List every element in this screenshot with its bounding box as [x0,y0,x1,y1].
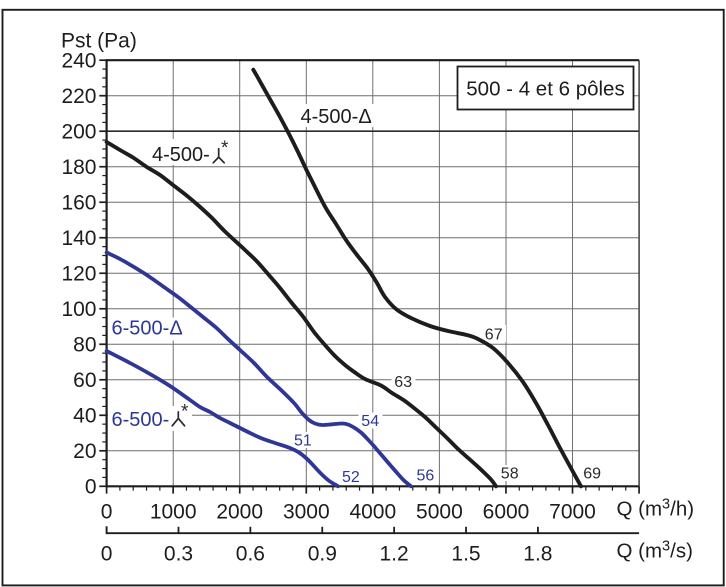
svg-text:58: 58 [501,466,519,483]
svg-text:Q (m3/h): Q (m3/h) [617,496,695,520]
svg-text:220: 220 [61,85,96,108]
svg-text:0.6: 0.6 [236,543,265,566]
svg-text:7000: 7000 [549,500,596,523]
svg-text:*: * [181,402,189,423]
svg-text:54: 54 [361,413,379,430]
svg-text:20: 20 [73,440,96,463]
svg-text:0: 0 [85,476,97,499]
svg-text:3000: 3000 [283,500,330,523]
svg-text:2000: 2000 [216,500,263,523]
svg-text:40: 40 [73,405,96,428]
svg-text:80: 80 [73,334,96,357]
svg-text:69: 69 [583,466,601,483]
svg-text:4-500-: 4-500- [152,144,210,166]
svg-text:*: * [221,138,229,159]
svg-text:1.5: 1.5 [451,543,480,566]
svg-text:63: 63 [394,374,412,391]
svg-text:1.8: 1.8 [523,543,552,566]
svg-text:51: 51 [294,433,312,450]
svg-text:52: 52 [342,469,360,486]
svg-text:6-500-Δ: 6-500-Δ [112,318,183,340]
svg-text:240: 240 [61,50,96,73]
svg-text:6000: 6000 [483,500,530,523]
svg-text:0.9: 0.9 [308,543,337,566]
svg-text:0.3: 0.3 [164,543,193,566]
svg-text:4-500-Δ: 4-500-Δ [301,106,372,128]
svg-text:160: 160 [61,192,96,215]
svg-text:5000: 5000 [416,500,463,523]
svg-text:120: 120 [61,263,96,286]
svg-text:100: 100 [61,298,96,321]
svg-text:200: 200 [61,121,96,144]
svg-text:Q (m3/s): Q (m3/s) [617,539,693,563]
svg-text:6-500-: 6-500- [112,409,170,431]
svg-text:1000: 1000 [150,500,197,523]
svg-text:1.2: 1.2 [379,543,408,566]
svg-text:67: 67 [485,327,503,344]
svg-text:56: 56 [417,468,435,485]
svg-text:0: 0 [101,500,113,523]
svg-text:Pst (Pa): Pst (Pa) [61,30,137,53]
svg-text:180: 180 [61,156,96,179]
svg-text:500 - 4 et 6 pôles: 500 - 4 et 6 pôles [466,78,624,101]
svg-text:140: 140 [61,227,96,250]
svg-text:60: 60 [73,369,96,392]
svg-text:4000: 4000 [349,500,396,523]
svg-text:0: 0 [101,543,113,566]
